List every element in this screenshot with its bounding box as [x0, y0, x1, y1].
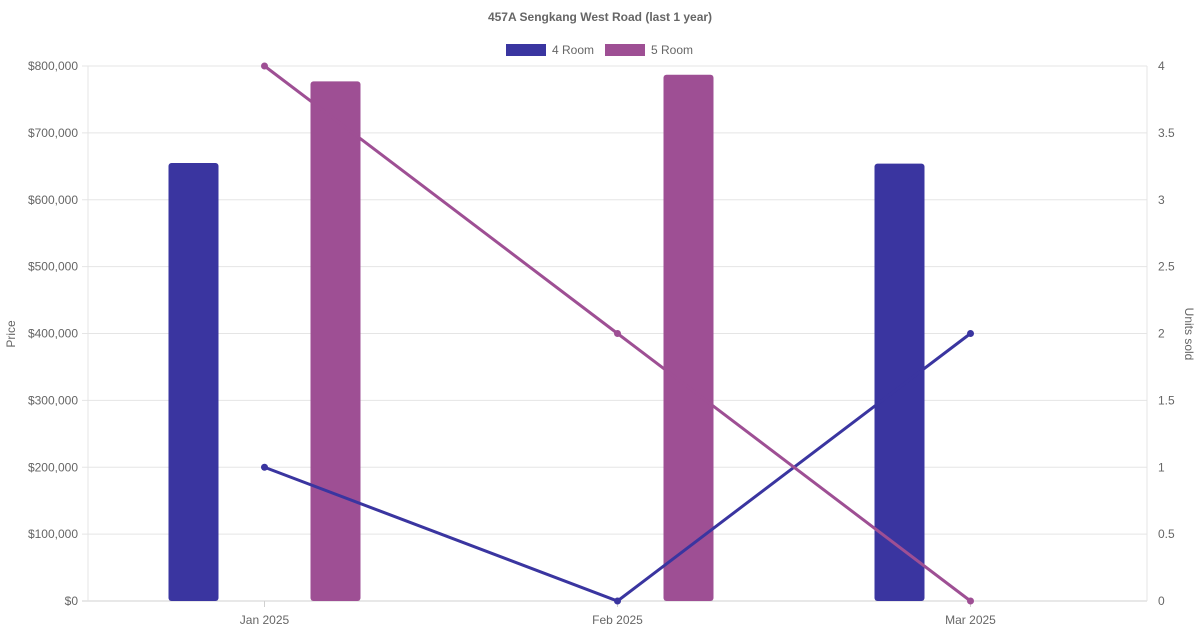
bar-5-room-feb[interactable]: [663, 74, 714, 602]
point-4-room[interactable]: [614, 597, 621, 605]
y-right-tick-label: 0: [1158, 594, 1165, 608]
legend-label-5-room[interactable]: 5 Room: [651, 43, 693, 57]
chart-title: 457A Sengkang West Road (last 1 year): [488, 10, 712, 24]
y-left-tick-label: $100,000: [28, 527, 78, 541]
y-right-tick-label: 3: [1158, 193, 1165, 207]
legend-swatch-5-room[interactable]: [605, 44, 645, 56]
legend: 4 Room 5 Room: [506, 43, 693, 57]
point-5-room[interactable]: [261, 62, 268, 70]
y-right-tick-label: 1: [1158, 460, 1165, 474]
y-left-tick-label: $600,000: [28, 193, 78, 207]
y-left-tick-label: $300,000: [28, 393, 78, 407]
x-axis: Jan 2025 Feb 2025 Mar 2025: [240, 601, 996, 627]
x-tick-label: Mar 2025: [945, 613, 996, 627]
y-axis-left-title: Price: [4, 320, 18, 348]
bar-4-room-jan[interactable]: [168, 162, 219, 601]
y-right-tick-label: 1.5: [1158, 393, 1175, 407]
y-left-tick-label: $700,000: [28, 126, 78, 140]
bars: [168, 74, 925, 602]
point-5-room[interactable]: [614, 330, 621, 337]
y-right-tick-label: 0.5: [1158, 527, 1175, 541]
y-left-tick-label: $800,000: [28, 59, 78, 73]
point-5-room[interactable]: [967, 597, 974, 605]
y-right-tick-label: 2: [1158, 327, 1165, 341]
y-left-tick-label: $400,000: [28, 327, 78, 341]
y-left-tick-label: $0: [65, 594, 79, 608]
y-axis-right: 0 0.5 1 1.5 2 2.5 3 3.5 4: [1158, 59, 1175, 608]
legend-label-4-room[interactable]: 4 Room: [552, 43, 594, 57]
y-axis-left: $0 $100,000 $200,000 $300,000 $400,000 $500,0…: [28, 59, 78, 608]
x-tick-label: Jan 2025: [240, 613, 290, 627]
bar-4-room-mar[interactable]: [874, 163, 925, 601]
point-4-room[interactable]: [967, 330, 974, 337]
legend-swatch-4-room[interactable]: [506, 44, 546, 56]
y-right-tick-label: 4: [1158, 59, 1165, 73]
y-right-tick-label: 3.5: [1158, 126, 1175, 140]
y-right-tick-label: 2.5: [1158, 260, 1175, 274]
bar-5-room-jan[interactable]: [310, 81, 361, 602]
y-axis-right-title: Units sold: [1182, 308, 1196, 361]
y-left-tick-label: $200,000: [28, 460, 78, 474]
point-4-room[interactable]: [261, 463, 268, 471]
y-left-tick-label: $500,000: [28, 260, 78, 274]
lines: [261, 62, 974, 605]
x-tick-label: Feb 2025: [592, 613, 643, 627]
